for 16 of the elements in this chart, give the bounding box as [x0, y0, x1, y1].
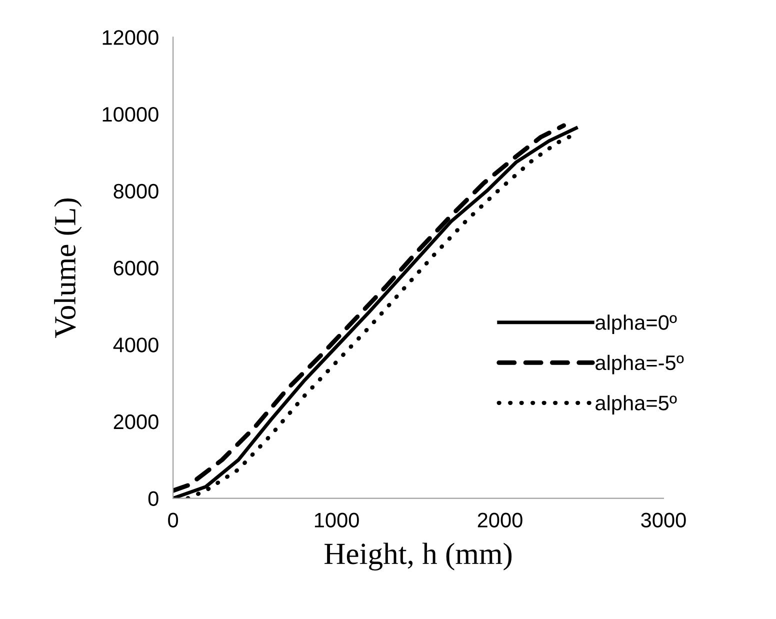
legend-label: alpha=0º	[596, 314, 677, 334]
y-tick-label: 0	[148, 491, 158, 506]
x-tick-label: 2000	[478, 512, 522, 528]
legend-label: alpha=5º	[596, 395, 677, 415]
x-tick-label: 3000	[641, 512, 686, 528]
x-axis-title: Height, h (mm)	[324, 542, 512, 571]
y-tick-label: 12000	[102, 30, 158, 45]
x-tick-label: 0	[168, 512, 178, 528]
y-tick-label: 8000	[114, 184, 158, 199]
y-tick-label: 4000	[113, 338, 158, 352]
y-axis-title: Volume (L)	[54, 198, 82, 338]
y-tick-label: 6000	[114, 260, 158, 276]
y-tick-label: 10000	[102, 107, 158, 122]
legend-label: alpha=-5º	[596, 354, 684, 374]
y-tick-label: 2000	[114, 414, 158, 430]
x-tick-label: 1000	[314, 512, 359, 528]
